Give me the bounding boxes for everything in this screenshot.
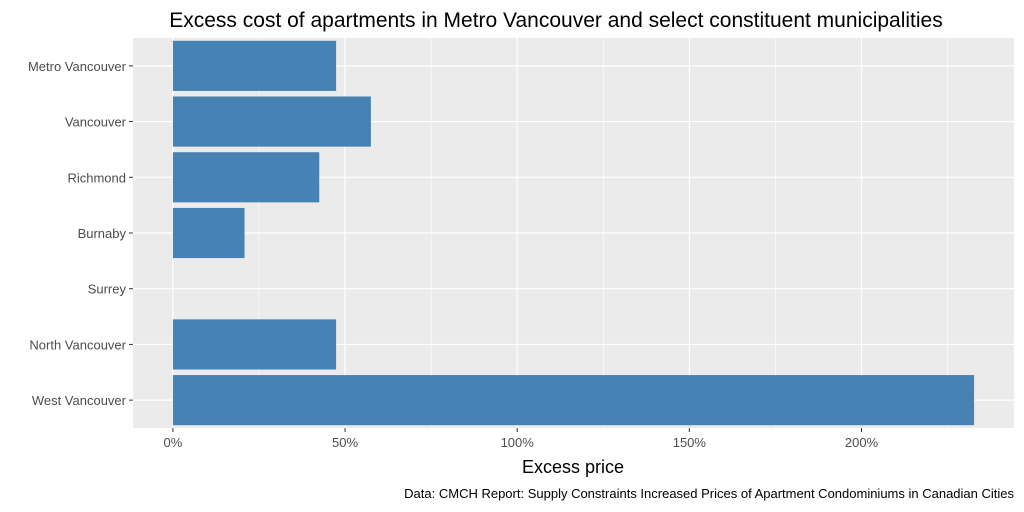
- x-axis-title: Excess price: [522, 457, 624, 477]
- x-tick-label: 150%: [673, 435, 707, 450]
- bar-vancouver: [172, 96, 371, 147]
- y-tick-label: Burnaby: [78, 226, 127, 241]
- bar-burnaby: [172, 207, 245, 259]
- x-tick-label: 200%: [845, 435, 879, 450]
- chart-title: Excess cost of apartments in Metro Vanco…: [169, 9, 942, 32]
- bar-metro-vancouver: [172, 40, 337, 91]
- y-tick-label: Vancouver: [65, 115, 127, 130]
- bar-north-vancouver: [172, 319, 337, 370]
- y-tick-label: North Vancouver: [29, 337, 126, 352]
- y-tick-label: West Vancouver: [32, 393, 127, 408]
- y-axis: Metro Vancouver Vancouver Richmond Burnaby S…: [28, 59, 133, 408]
- y-tick-label: Richmond: [67, 170, 126, 185]
- caption: Data: CMCH Report: Supply Constraints In…: [404, 486, 1014, 501]
- x-tick-label: 100%: [501, 435, 535, 450]
- x-tick-label: 0%: [164, 435, 183, 450]
- bar-richmond: [172, 152, 320, 203]
- x-axis: 0% 50% 100% 150% 200%: [164, 428, 879, 450]
- x-tick-label: 50%: [332, 435, 358, 450]
- y-tick-label: Metro Vancouver: [28, 59, 127, 74]
- bars: [172, 40, 975, 426]
- y-tick-label: Surrey: [88, 282, 127, 297]
- bar-west-vancouver: [172, 375, 975, 426]
